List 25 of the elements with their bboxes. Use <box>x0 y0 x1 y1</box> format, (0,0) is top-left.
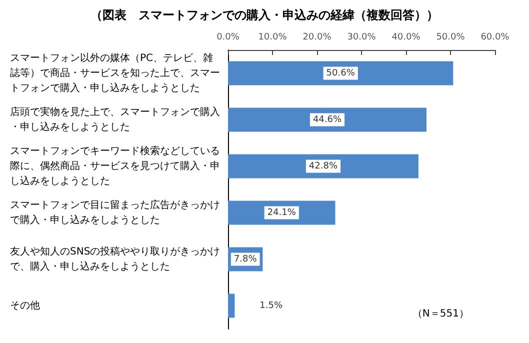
bar <box>228 294 235 318</box>
data-label: 44.6% <box>312 114 342 125</box>
y-tick-label: 店頭で実物を見た上で、スマートフォンで購入・申し込みをしようとした <box>10 106 220 133</box>
x-tick-label: 60.0% <box>480 32 510 42</box>
bar <box>228 154 418 178</box>
data-label: 42.8% <box>308 161 338 172</box>
y-tick-label: スマートフォンでキーワード検索などしている際に、偶然商品・サービスを見つけて購入・申し込みをしようとした <box>10 144 220 187</box>
x-tick-label: 20.0% <box>302 32 332 42</box>
x-tick-label: 10.0% <box>258 32 288 42</box>
data-label: 7.8% <box>234 254 258 264</box>
y-tick-label: スマートフォン以外の媒体（PC、テレビ、雑誌等）で商品・サービスを知った上で、スマートフォンで購入・申し込みをしようとした <box>10 52 220 94</box>
x-tick-label: 0.0% <box>216 32 240 42</box>
y-tick-label: スマートフォンで目に留まった広告がきっかけで購入・申し込みをしようとした <box>10 198 220 226</box>
bar <box>228 108 426 132</box>
chart-title: （図表 スマートフォンでの購入・申込みの経緯（複数回答）） <box>90 8 438 22</box>
data-label: 24.1% <box>267 208 296 218</box>
annotation: （N＝551） <box>412 308 470 320</box>
x-tick-label: 40.0% <box>392 32 421 42</box>
data-label: 50.6% <box>326 68 356 78</box>
bar <box>228 61 454 86</box>
x-tick-label: 50.0% <box>436 32 466 42</box>
y-tick-label: その他 <box>10 299 40 312</box>
x-tick-label: 30.0% <box>347 32 376 42</box>
y-tick-label: 友人や知人のSNSの投稿ややり取りがきっかけで、購入・申し込みをしようとした <box>10 245 220 272</box>
data-label: 1.5% <box>260 300 283 311</box>
